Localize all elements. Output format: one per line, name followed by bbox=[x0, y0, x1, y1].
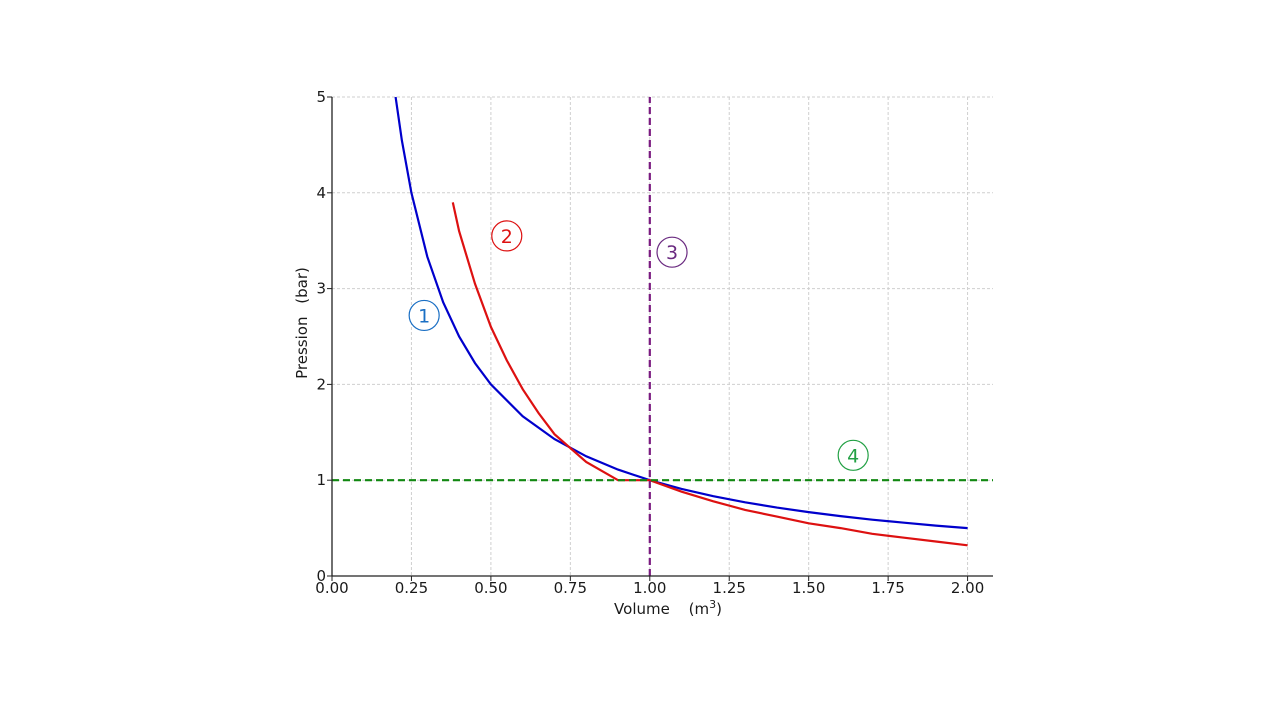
curve-label-text: 4 bbox=[847, 445, 859, 467]
curve-label-4: 4 bbox=[837, 439, 869, 471]
series-group bbox=[332, 96, 993, 576]
x-axis-title: Volume (m3) bbox=[614, 598, 722, 618]
y-tick-label: 0 bbox=[316, 567, 326, 585]
x-axis-unit-exponent: 3 bbox=[709, 598, 716, 611]
curve-label-text: 2 bbox=[501, 226, 513, 248]
y-axis-label: Pression bbox=[293, 317, 311, 379]
y-tick-label: 1 bbox=[316, 471, 326, 489]
y-axis-title: Pression (bar) bbox=[293, 267, 311, 379]
x-tick-label: 1.25 bbox=[713, 579, 746, 597]
curve-label-circle bbox=[408, 299, 440, 332]
y-ticks: 0 1 2 3 4 5 bbox=[316, 88, 332, 585]
series-2-line bbox=[451, 202, 968, 547]
grid bbox=[332, 96, 993, 576]
curve-label-circle bbox=[491, 220, 523, 252]
x-axis-unit-close: ) bbox=[716, 600, 722, 618]
y-tick-label: 3 bbox=[316, 280, 326, 298]
curve-label-circle bbox=[837, 439, 869, 471]
x-tick-label: 0.25 bbox=[395, 579, 428, 597]
x-tick-label: 1.75 bbox=[871, 579, 904, 597]
axes bbox=[331, 97, 993, 577]
y-tick-label: 4 bbox=[316, 184, 326, 202]
x-tick-label: 2.00 bbox=[951, 579, 984, 597]
y-tick-label: 2 bbox=[316, 375, 326, 393]
y-tick-label: 5 bbox=[316, 88, 326, 106]
x-tick-label: 0.75 bbox=[554, 579, 587, 597]
x-tick-label: 1.50 bbox=[792, 579, 825, 597]
curve-label-2: 2 bbox=[491, 220, 523, 252]
annotations: 1 2 3 4 bbox=[408, 220, 869, 471]
x-axis-label: Volume bbox=[614, 600, 670, 618]
series-1-line bbox=[394, 96, 968, 530]
x-tick-label: 0.50 bbox=[474, 579, 507, 597]
y-axis-unit: (bar) bbox=[293, 267, 311, 304]
x-axis-unit: (m bbox=[689, 600, 709, 618]
x-tick-label: 1.00 bbox=[633, 579, 666, 597]
curve-label-1: 1 bbox=[408, 299, 440, 332]
curve-label-circle bbox=[656, 236, 688, 268]
curve-label-3: 3 bbox=[656, 236, 688, 268]
curve-label-text: 3 bbox=[666, 242, 678, 264]
x-tick-label: 0.00 bbox=[315, 579, 348, 597]
curve-label-text: 1 bbox=[418, 305, 430, 327]
x-ticks: 0.00 0.25 0.50 0.75 1.00 1.25 1.50 1.75 2.00 bbox=[315, 576, 984, 597]
